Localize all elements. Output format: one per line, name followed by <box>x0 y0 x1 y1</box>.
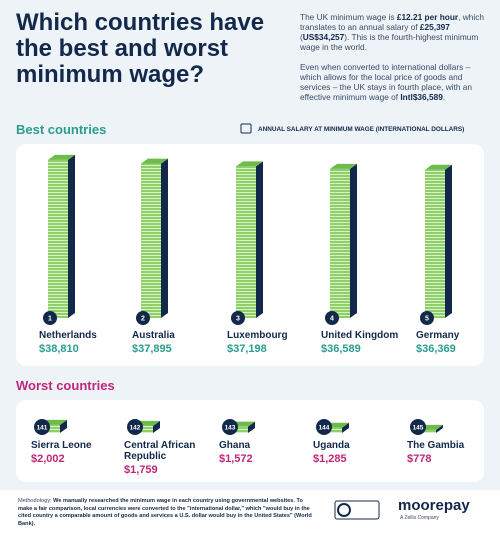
stack <box>133 425 153 433</box>
value-label: $1,759 <box>124 464 158 476</box>
legend-icon <box>240 123 252 134</box>
stack-side <box>342 422 349 433</box>
category: The Gambia <box>407 440 465 451</box>
text-run: ( <box>300 32 303 42</box>
logo: moorepay <box>398 497 470 514</box>
stack-side <box>68 154 75 318</box>
text-run: £12.21 per hour <box>396 12 459 22</box>
stack-side <box>256 161 263 318</box>
text-run: £25,397 <box>419 22 450 32</box>
rank: 144 <box>319 425 330 432</box>
category: Uganda <box>313 440 350 451</box>
stack-top <box>141 158 168 164</box>
stack-side <box>248 421 255 433</box>
rank: 142 <box>130 425 141 432</box>
stack <box>322 427 342 433</box>
text-run: The UK minimum wage is <box>300 12 397 22</box>
rank-badge <box>127 419 143 435</box>
category: Sierra Leone <box>31 440 92 451</box>
cc-badge <box>334 500 380 520</box>
rank: 4 <box>330 316 334 323</box>
rank-badge <box>325 311 339 325</box>
text-run: Even when converted to international dol… <box>300 62 473 102</box>
rank-badge <box>316 419 332 435</box>
rank-badge <box>410 419 426 435</box>
stack-side <box>161 158 168 318</box>
section-title: Worst countries <box>16 378 115 393</box>
value-label: $1,572 <box>219 453 253 465</box>
rank: 141 <box>37 425 48 432</box>
rank: 5 <box>425 316 429 323</box>
value-label: $778 <box>407 453 432 465</box>
category: Australia <box>132 330 175 341</box>
stack <box>330 168 350 318</box>
stack-top <box>425 164 452 170</box>
stack-top <box>236 161 263 167</box>
value-label: $36,589 <box>321 343 361 355</box>
value-label: $37,895 <box>132 343 172 355</box>
stack <box>228 426 248 433</box>
text-run: We manually researched the minimum wage … <box>18 498 312 527</box>
text-run: Intl$36,589 <box>400 92 443 102</box>
rank: 1 <box>48 316 52 323</box>
stack <box>236 166 256 318</box>
stack <box>141 163 161 318</box>
value-label: $1,285 <box>313 453 347 465</box>
category: Germany <box>416 330 460 341</box>
rank: 145 <box>413 425 424 432</box>
value-label: $37,198 <box>227 343 267 355</box>
text-run: Methodology: <box>18 498 52 504</box>
stack-side <box>445 164 452 318</box>
stack-top <box>330 163 357 169</box>
rank-badge <box>43 311 57 325</box>
text-run: . <box>442 92 446 102</box>
intro: Even when converted to international dol… <box>300 62 490 102</box>
category: United Kingdom <box>321 330 399 341</box>
title: Which countries have the best and worst … <box>16 9 265 88</box>
rank-badge <box>420 311 434 325</box>
logo-sub: A Zellis Company <box>400 515 439 521</box>
rank-badge <box>136 311 150 325</box>
category: Luxembourg <box>227 330 288 341</box>
stack <box>48 159 68 318</box>
category: Netherlands <box>39 330 97 341</box>
rank-badge <box>222 419 238 435</box>
value-label: $36,369 <box>416 343 456 355</box>
stack <box>416 429 436 433</box>
stack-side <box>60 419 67 433</box>
text-run: ). This is the fourth-highest minimum wa… <box>300 32 479 52</box>
text-run: US$34,257 <box>302 32 345 42</box>
text-run: , which translates to an annual salary o… <box>300 12 484 32</box>
footer <box>0 490 500 534</box>
rank: 2 <box>141 316 145 323</box>
rank: 3 <box>236 316 240 323</box>
stack <box>425 169 445 318</box>
category: Ghana <box>219 440 251 451</box>
category: Central African Republic <box>124 440 196 462</box>
rank-badge <box>34 419 50 435</box>
methodology: Methodology: We manually researched the … <box>18 498 318 528</box>
rank: 143 <box>225 425 236 432</box>
stack-side <box>153 420 160 433</box>
value-label: $2,002 <box>31 453 65 465</box>
stack-side <box>436 424 443 433</box>
rank-badge <box>231 311 245 325</box>
cc-icon <box>337 503 351 517</box>
section-title: Best countries <box>16 122 107 137</box>
legend: ANNUAL SALARY AT MINIMUM WAGE (INTERNATI… <box>258 126 465 133</box>
stack-side <box>350 163 357 318</box>
value-label: $38,810 <box>39 343 79 355</box>
stack <box>40 424 60 433</box>
intro: The UK minimum wage is £12.21 per hour, … <box>300 12 490 52</box>
stack-top <box>48 154 75 160</box>
